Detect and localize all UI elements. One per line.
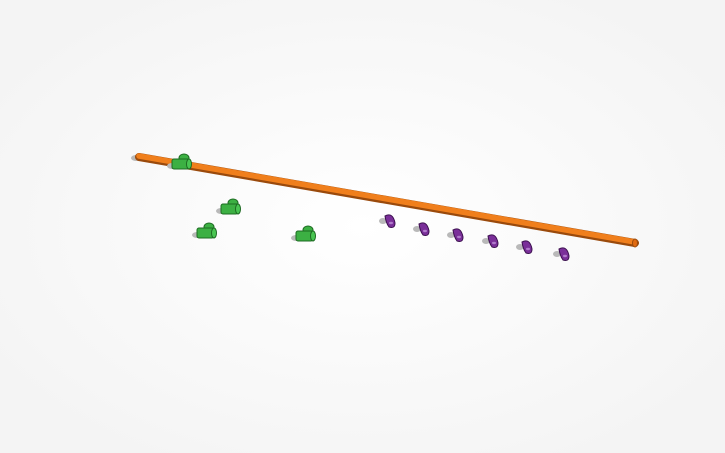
green-tee-fitting[interactable] [216,198,241,215]
purple-elbow-fitting[interactable] [516,240,533,254]
purple-elbow-fitting[interactable] [379,214,396,228]
orange-pipe[interactable] [131,153,639,248]
purple-elbow-fitting[interactable] [413,222,430,236]
green-tee-fitting[interactable] [192,222,217,239]
purple-elbow-fitting[interactable] [482,234,499,248]
purple-elbow-fitting[interactable] [553,247,570,261]
green-tee-fitting[interactable] [167,153,192,170]
purple-elbow-fitting[interactable] [447,228,464,242]
green-tee-fitting[interactable] [291,225,316,242]
